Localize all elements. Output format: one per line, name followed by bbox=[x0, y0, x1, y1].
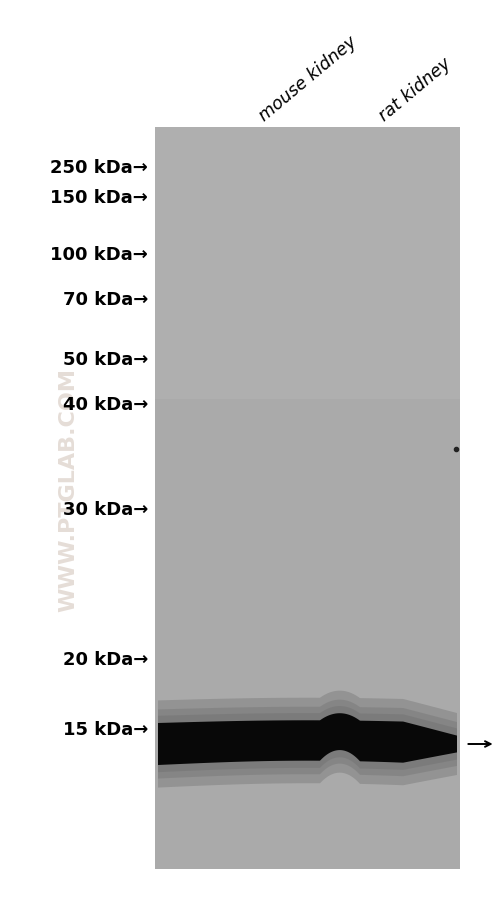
Text: mouse kidney: mouse kidney bbox=[255, 32, 360, 124]
Polygon shape bbox=[158, 706, 457, 772]
Text: 50 kDa→: 50 kDa→ bbox=[62, 351, 148, 369]
Polygon shape bbox=[158, 713, 457, 765]
Text: 20 kDa→: 20 kDa→ bbox=[62, 650, 148, 668]
Text: 15 kDa→: 15 kDa→ bbox=[62, 720, 148, 738]
Text: 250 kDa→: 250 kDa→ bbox=[50, 159, 148, 177]
Polygon shape bbox=[158, 700, 457, 778]
Text: 70 kDa→: 70 kDa→ bbox=[62, 290, 148, 308]
Text: 100 kDa→: 100 kDa→ bbox=[50, 245, 148, 263]
Text: WWW.PTGLAB.COM: WWW.PTGLAB.COM bbox=[58, 368, 78, 612]
Text: 40 kDa→: 40 kDa→ bbox=[62, 396, 148, 413]
Text: 150 kDa→: 150 kDa→ bbox=[50, 189, 148, 207]
Bar bbox=[155, 128, 460, 869]
Text: rat kidney: rat kidney bbox=[375, 54, 454, 124]
Text: 30 kDa→: 30 kDa→ bbox=[62, 501, 148, 519]
Bar bbox=[155, 128, 460, 400]
Polygon shape bbox=[158, 691, 457, 787]
